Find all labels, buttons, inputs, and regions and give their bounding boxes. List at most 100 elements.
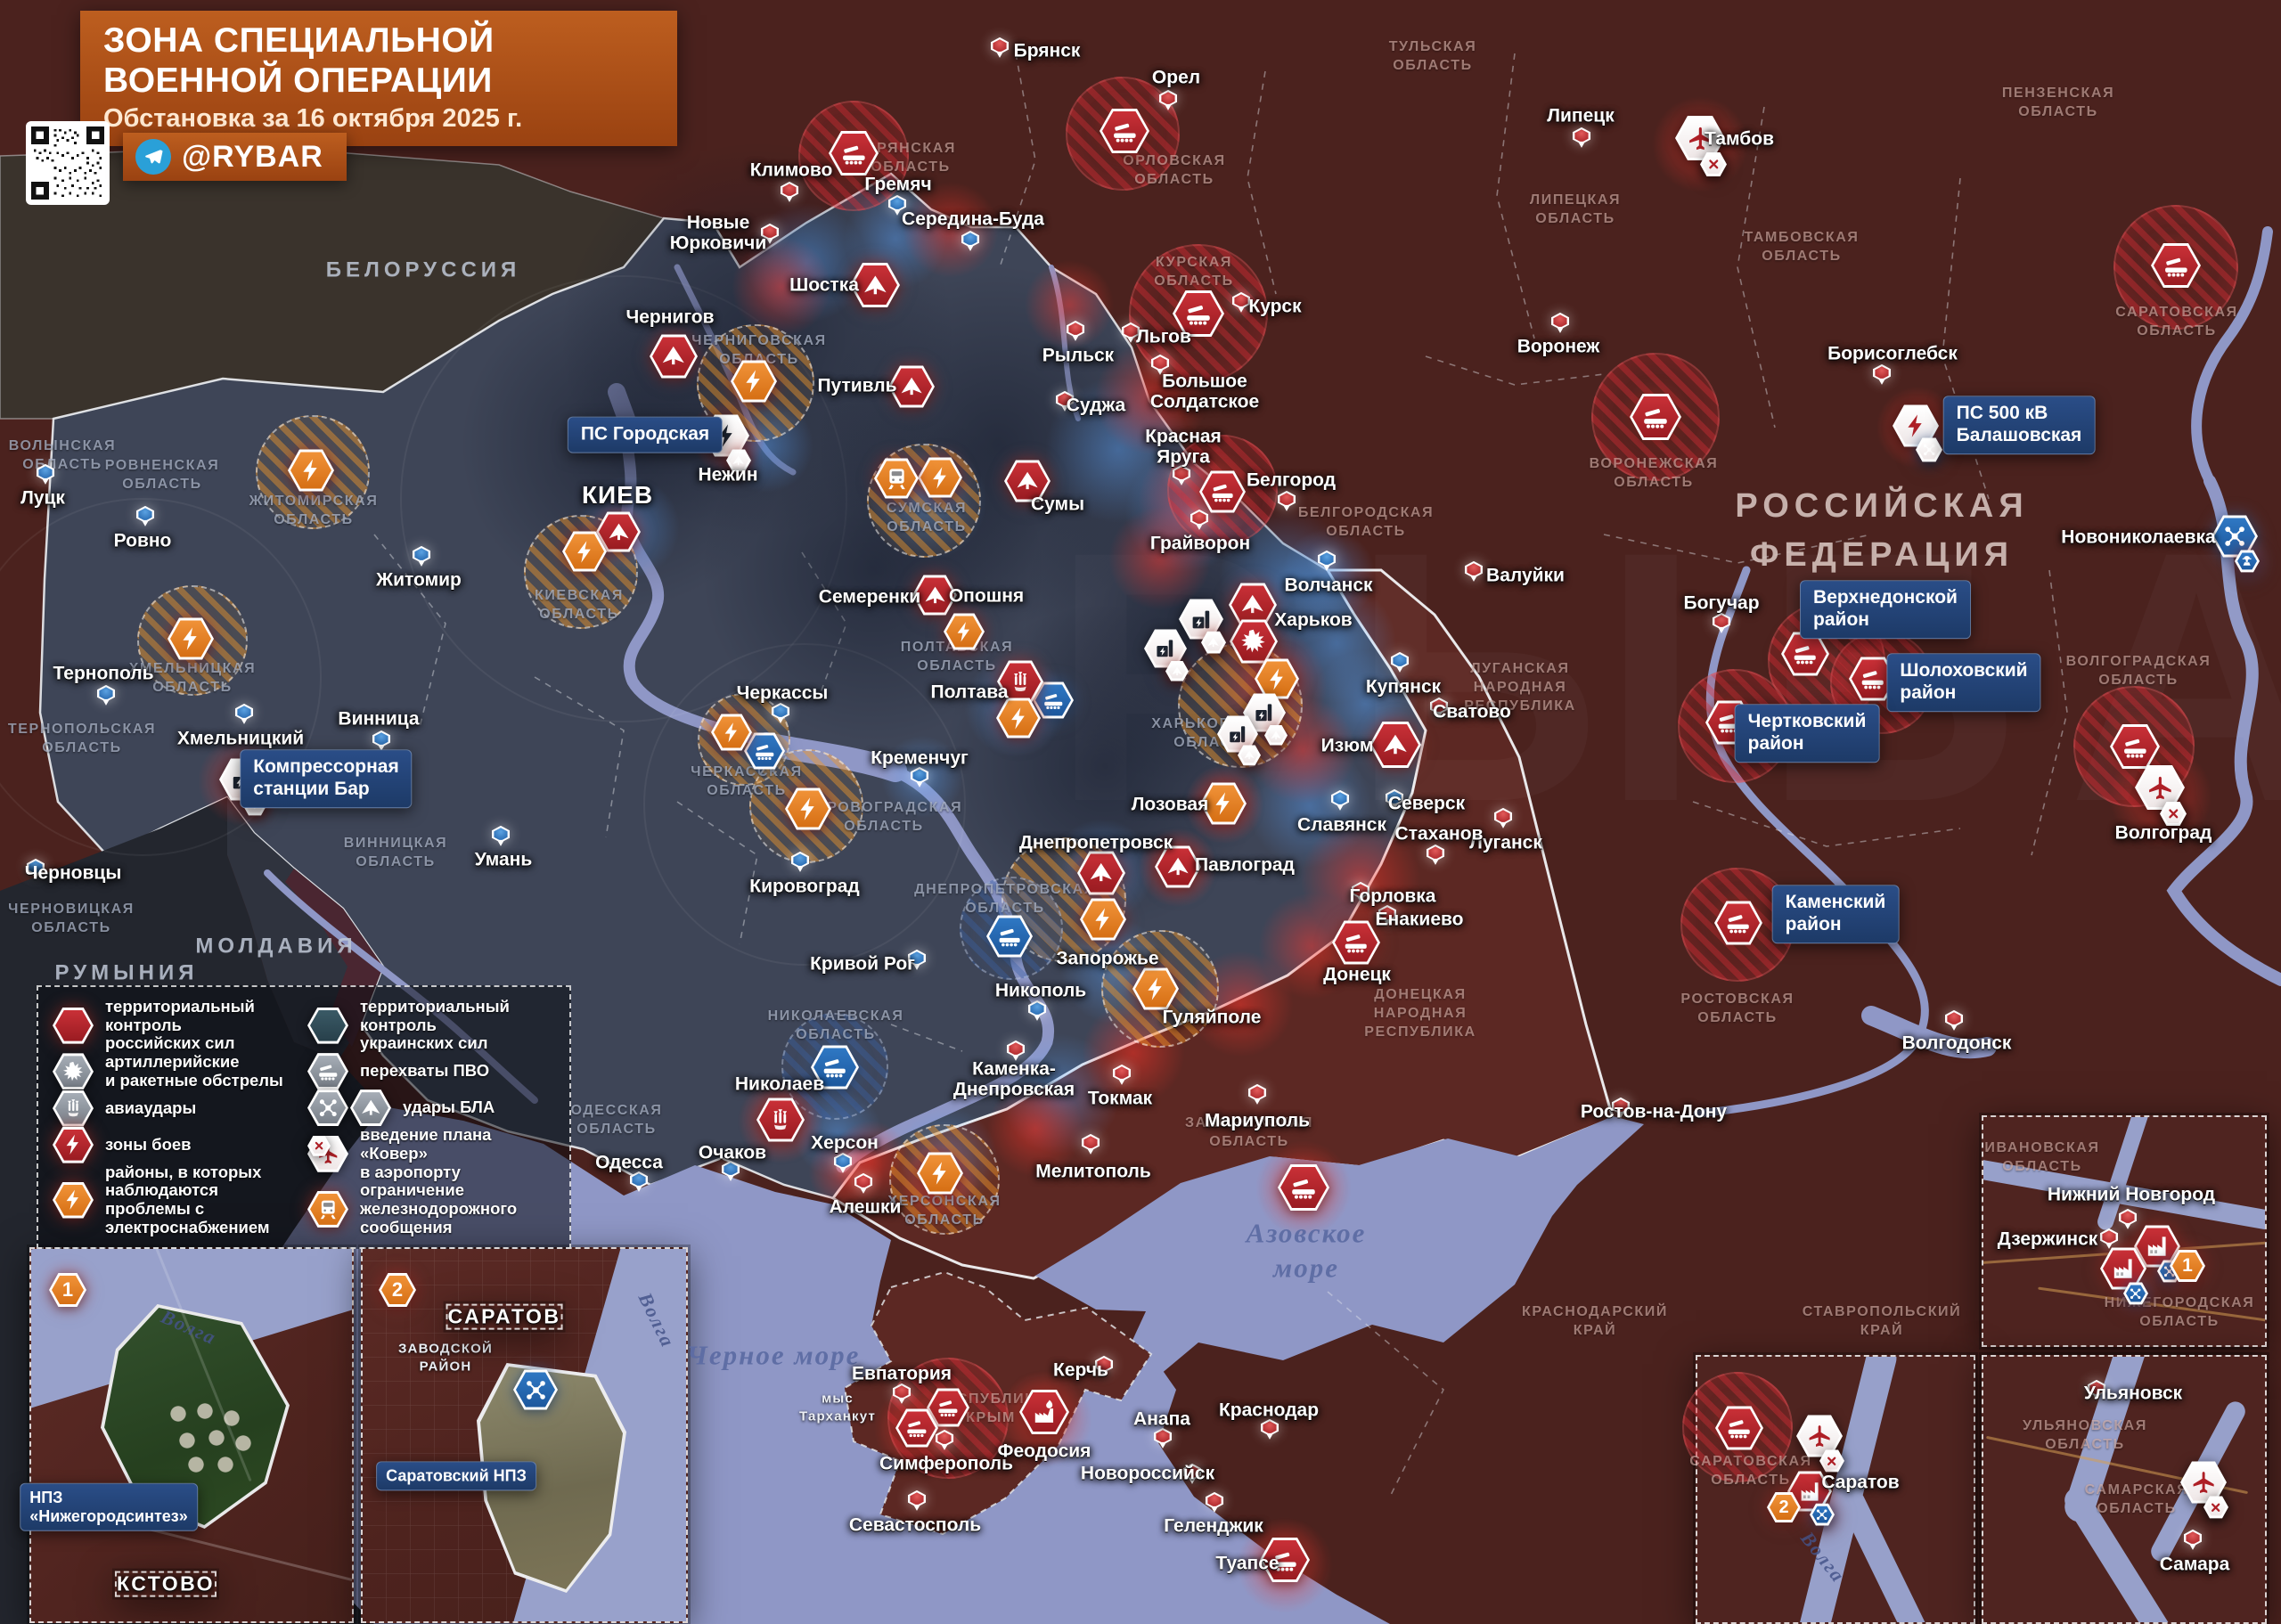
oil-tanks	[165, 1400, 263, 1481]
city-pin-blue	[37, 463, 54, 487]
city-label: Чернигов	[625, 306, 715, 328]
region-label: ОРЛОВСКАЯ ОБЛАСТЬ	[1123, 153, 1226, 187]
inset-number-hex: 2	[379, 1273, 416, 1307]
combat-zone-lightning-icon	[785, 788, 831, 830]
power-station-icon	[1144, 629, 1189, 681]
city-pin-red	[1173, 464, 1190, 488]
region-label: БЕЛГОРОДСКАЯ ОБЛАСТЬ	[1297, 505, 1435, 539]
city-label: Большое Солдатское	[1149, 371, 1260, 412]
city-pin-red	[2088, 1379, 2105, 1403]
telegram-rybar-badge[interactable]: @RYBAR	[123, 133, 347, 181]
city-pin-red	[1573, 126, 1590, 151]
city-label: Славянск	[1297, 814, 1386, 836]
strike-drone-icon	[1369, 722, 1421, 768]
quadcopter-drone-icon	[2123, 1282, 2148, 1305]
region-label: УЛЬЯНОВСКАЯ ОБЛАСТЬ	[2023, 1418, 2147, 1452]
city-pin-red	[1113, 1064, 1131, 1088]
city-label: Волчанск	[1284, 575, 1373, 596]
air-defense-icon	[1332, 920, 1380, 965]
city-pin-red	[1095, 1355, 1113, 1379]
region-label: ВОЛГОГРАДСКАЯ ОБЛАСТЬ	[2065, 654, 2212, 688]
city-pin-red	[781, 181, 798, 205]
city-pin-red	[1007, 1040, 1025, 1064]
city-label: Кременчуг	[871, 747, 969, 769]
city-label: Липецк	[1547, 105, 1615, 126]
air-defense-icon	[2110, 724, 2160, 769]
air-defense-icon	[1278, 1164, 1329, 1211]
region-label: ВОЛЫНСКАЯ ОБЛАСТЬ	[8, 438, 117, 472]
city-pin-red	[1427, 844, 1444, 868]
city-label: Курск	[1248, 296, 1302, 317]
city-label: Хмельницкий	[176, 728, 305, 749]
city-label: Воронеж	[1517, 336, 1600, 357]
city-label: Ульяновск	[2083, 1383, 2183, 1404]
region-label: Волга	[158, 1305, 221, 1350]
city-pin-red	[1430, 697, 1448, 721]
city-label: Нижний Новгород	[2047, 1184, 2216, 1205]
city-label: Северск	[1387, 793, 1466, 814]
city-pin-blue	[722, 1160, 740, 1184]
brand-handle: @RYBAR	[182, 140, 323, 174]
region-label: ДНЕПРОПЕТРОВСКАЯ ОБЛАСТЬ	[914, 882, 1096, 916]
city-label: Гремяч	[864, 174, 932, 195]
air-defense-icon	[986, 915, 1033, 958]
city-label: Ровно	[113, 530, 172, 551]
city-label: Туапсе	[1215, 1553, 1279, 1574]
city-label: Токмак	[1087, 1088, 1153, 1109]
strike-drone-icon	[650, 334, 698, 379]
city-label: Сватово	[1433, 701, 1511, 722]
city-pin-blue	[1318, 550, 1336, 574]
city-label: Евпатория	[851, 1363, 952, 1384]
city-label: Валуйки	[1486, 565, 1565, 586]
combat-zone-lightning-icon	[288, 449, 334, 492]
city-label: Луганск	[1469, 832, 1542, 853]
combat-zone-lightning-icon	[1132, 967, 1179, 1010]
city-pin-red	[1190, 509, 1208, 533]
airstrike-icon	[756, 1098, 805, 1142]
city-label: Середина-Буда	[902, 208, 1044, 230]
city-label: Тернополь	[53, 663, 154, 684]
airport-kover-plan-icon	[2135, 765, 2187, 826]
city-pin-blue	[1386, 788, 1403, 812]
region-label: ЧЕРНОВИЦКАЯ ОБЛАСТЬ	[8, 902, 135, 935]
city-label: Грайворон	[1149, 533, 1251, 554]
city-label: Климово	[749, 159, 833, 181]
combat-zone-lightning-icon	[1893, 404, 1942, 462]
city-pin-red	[1154, 1427, 1172, 1451]
city-label: Алешки	[829, 1196, 902, 1218]
quadcopter-drone-icon	[1916, 437, 1942, 462]
region-label: ИВАНОВСКАЯ ОБЛАСТЬ	[1984, 1140, 2100, 1174]
city-label: Винница	[338, 708, 420, 730]
combat-zone-lightning-icon	[1080, 898, 1126, 941]
air-defense-icon	[2151, 243, 2201, 288]
factory-strike-icon	[2100, 1247, 2148, 1305]
callout-box: Компрессорная станции Бар	[240, 749, 413, 808]
city-label: Каменка- Днепровская	[952, 1058, 1075, 1099]
region-label: ДОНЕЦКАЯ НАРОДНАЯ РЕСПУБЛИКА	[1364, 986, 1476, 1040]
callout-box: НПЗ «Нижегородсинтез»	[20, 1482, 198, 1532]
city-label: Гуляйполе	[1162, 1007, 1262, 1028]
city-label: Тамбов	[1705, 128, 1774, 150]
region-label: РОВНЕНСКАЯ ОБЛАСТЬ	[104, 458, 220, 492]
combat-zone-lightning-icon	[731, 360, 777, 403]
city-label: Дзержинск	[1997, 1228, 2098, 1250]
region-label: РУМЫНИЯ	[54, 960, 199, 985]
combat-zone-lightning-icon	[917, 1152, 963, 1195]
combat-zone-lightning-icon	[711, 714, 752, 751]
combat-zone-lightning-icon	[168, 617, 214, 660]
city-label: Полтава	[930, 681, 1009, 703]
city-label: Стаханов	[1394, 823, 1484, 845]
region-label: ЛИПЕЦКАЯ ОБЛАСТЬ	[1529, 192, 1622, 226]
city-pin-blue	[492, 825, 510, 849]
region-label: РОССИЙСКАЯ ФЕДЕРАЦИЯ	[1735, 486, 2029, 574]
city-pin-blue	[97, 684, 115, 708]
city-label: Черкассы	[736, 682, 829, 704]
city-pin-red	[1278, 490, 1296, 514]
city-pin-blue	[630, 1171, 648, 1195]
city-pin-blue	[235, 703, 253, 727]
city-pin-red	[854, 1172, 872, 1196]
explosion-cloud-icon	[2235, 550, 2260, 573]
city-label: Орел	[1151, 67, 1201, 88]
region-label: ЖИТОМИРСКАЯ ОБЛАСТЬ	[249, 494, 379, 527]
region-label: ВОРОНЕЖСКАЯ ОБЛАСТЬ	[1589, 456, 1719, 490]
